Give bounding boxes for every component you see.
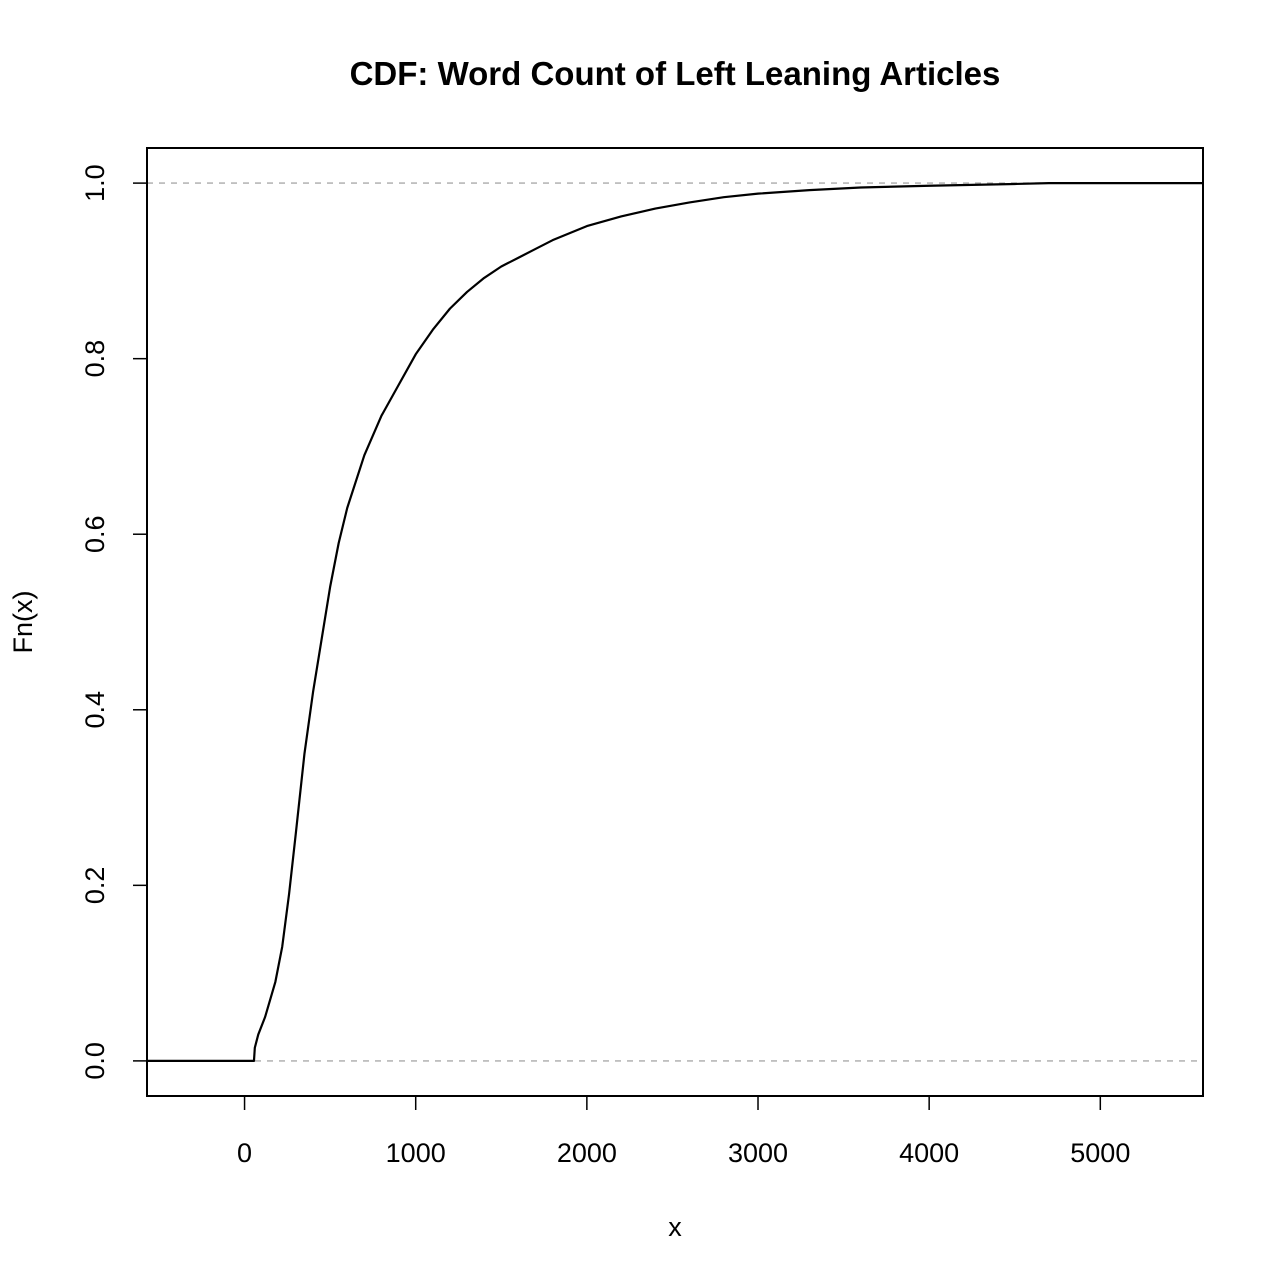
y-tick-label-1: 0.2 <box>80 867 110 905</box>
y-axis-title: Fn(x) <box>8 591 38 654</box>
x-tick-label-3: 3000 <box>728 1138 788 1168</box>
x-axis-title: x <box>668 1212 682 1242</box>
plot-frame <box>146 147 1204 1097</box>
cdf-series-line <box>147 182 1203 1062</box>
chart-title: CDF: Word Count of Left Leaning Articles <box>350 55 1001 92</box>
x-tick-label-2: 2000 <box>557 1138 617 1168</box>
y-tick-label-5: 1.0 <box>80 164 110 202</box>
y-axis: 0.0 0.2 0.4 0.6 0.8 1.0 <box>80 164 147 1080</box>
y-tick-label-0: 0.0 <box>80 1042 110 1080</box>
x-tick-label-4: 4000 <box>899 1138 959 1168</box>
x-tick-label-1: 1000 <box>386 1138 446 1168</box>
x-axis: 0 1000 2000 3000 4000 5000 <box>237 1096 1130 1168</box>
reference-lines <box>147 182 1203 1062</box>
y-tick-label-4: 0.8 <box>80 340 110 378</box>
x-tick-label-5: 5000 <box>1070 1138 1130 1168</box>
y-tick-label-3: 0.6 <box>80 515 110 553</box>
x-tick-label-0: 0 <box>237 1138 252 1168</box>
y-tick-label-2: 0.4 <box>80 691 110 729</box>
